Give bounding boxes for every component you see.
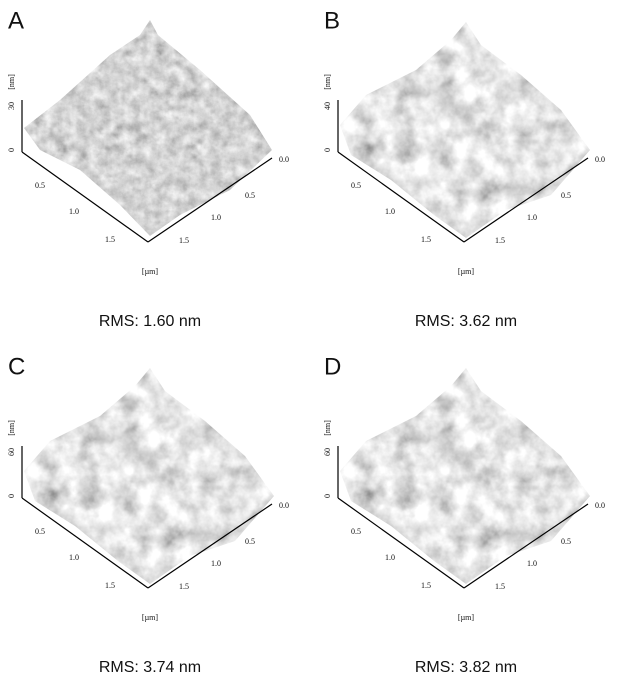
z-min: 0 [7,494,16,498]
z-max: 30 [7,102,16,110]
panel-label: C [8,353,25,380]
right-tick-label: 0.5 [245,191,255,200]
figure: A [nm] 30 0 0.5 1.0 1.5 0.0 0.5 1.0 1.5 [µm] RMS: 1.… [0,0,633,692]
right-tick-label: 0.5 [561,191,571,200]
panel: B [nm] 40 0 0.5 1.0 1.5 0.0 0.5 1.0 1.5 [µm] RMS: 3.… [323,7,605,330]
right-tick-label: 0.0 [279,501,289,510]
z-min: 0 [7,148,16,152]
xy-unit: [µm] [142,613,158,622]
right-tick-label: 1.5 [495,236,505,245]
surface [24,20,272,236]
right-tick-label: 1.5 [179,582,189,591]
panel: A [nm] 30 0 0.5 1.0 1.5 0.0 0.5 1.0 1.5 [µm] RMS: 1.… [7,7,289,330]
panel: C [nm] 60 0 0.5 1.0 1.5 0.0 0.5 1.0 1.5 [µm] RMS: 3.… [7,353,289,676]
panel-label: A [8,7,24,34]
left-tick-label: 1.0 [69,207,79,216]
left-tick-label: 0.5 [351,181,361,190]
panel-label: D [324,353,341,380]
xy-unit: [µm] [142,267,158,276]
z-unit: [nm] [323,420,332,436]
left-tick-label: 0.5 [351,527,361,536]
left-tick-label: 1.0 [385,553,395,562]
right-tick-label: 1.0 [211,213,221,222]
left-tick-label: 1.0 [385,207,395,216]
left-tick-label: 0.5 [35,181,45,190]
left-tick-label: 1.5 [421,235,431,244]
caption: RMS: 3.82 nm [415,659,517,676]
right-tick-label: 1.5 [179,236,189,245]
panel-label: B [324,7,340,34]
right-tick-label: 1.0 [527,213,537,222]
z-min: 0 [323,494,332,498]
right-tick-label: 0.5 [245,537,255,546]
caption: RMS: 1.60 nm [99,313,201,330]
surface [340,22,590,238]
left-tick-label: 1.5 [421,581,431,590]
left-tick-label: 1.5 [105,235,115,244]
z-max: 60 [7,448,16,456]
z-unit: [nm] [7,420,16,436]
xy-unit: [µm] [458,613,474,622]
caption: RMS: 3.62 nm [415,313,517,330]
left-tick-label: 0.5 [35,527,45,536]
right-tick-label: 1.0 [527,559,537,568]
right-tick-label: 0.0 [279,155,289,164]
surface [340,368,590,584]
z-unit: [nm] [7,74,16,90]
right-tick-label: 0.5 [561,537,571,546]
right-tick-label: 1.0 [211,559,221,568]
left-tick-label: 1.0 [69,553,79,562]
surface [24,368,274,584]
z-min: 0 [323,148,332,152]
right-tick-label: 1.5 [495,582,505,591]
z-unit: [nm] [323,74,332,90]
z-max: 60 [323,448,332,456]
caption: RMS: 3.74 nm [99,659,201,676]
xy-unit: [µm] [458,267,474,276]
left-tick-label: 1.5 [105,581,115,590]
z-max: 40 [323,102,332,110]
right-tick-label: 0.0 [595,155,605,164]
panel: D [nm] 60 0 0.5 1.0 1.5 0.0 0.5 1.0 1.5 [µm] RMS: 3.… [323,353,605,676]
right-tick-label: 0.0 [595,501,605,510]
